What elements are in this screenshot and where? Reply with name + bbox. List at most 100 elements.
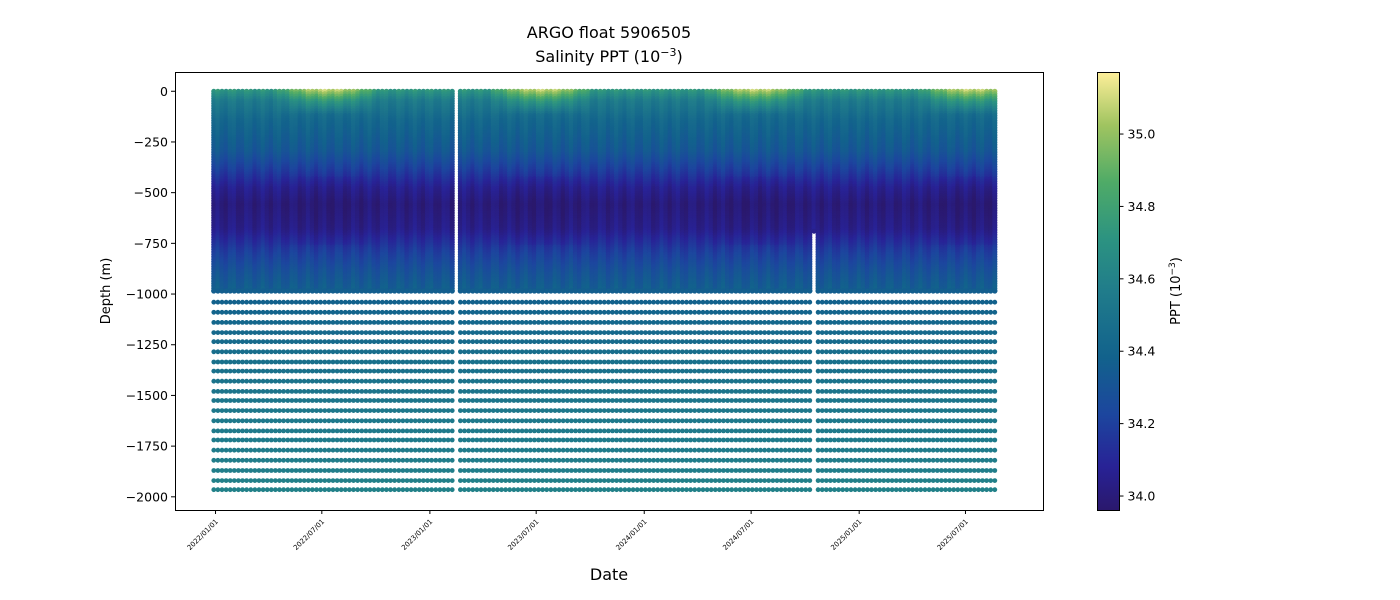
salinity-point xyxy=(367,447,373,453)
salinity-point xyxy=(314,408,319,413)
salinity-point xyxy=(219,398,225,403)
salinity-point xyxy=(318,299,323,305)
salinity-point xyxy=(219,359,225,365)
salinity-point xyxy=(305,299,311,305)
salinity-point xyxy=(252,309,258,315)
salinity-point xyxy=(363,309,369,315)
salinity-point xyxy=(347,478,352,483)
salinity-point xyxy=(334,309,340,315)
salinity-point xyxy=(330,368,336,374)
salinity-point xyxy=(305,398,311,403)
salinity-point xyxy=(322,389,328,394)
salinity-point xyxy=(264,339,270,345)
salinity-point xyxy=(392,359,397,365)
salinity-point xyxy=(388,389,393,394)
salinity-point xyxy=(273,309,278,315)
salinity-point xyxy=(330,408,336,413)
salinity-point xyxy=(305,418,311,424)
salinity-point xyxy=(215,457,221,463)
salinity-point xyxy=(211,349,217,355)
salinity-point xyxy=(384,418,389,424)
salinity-point xyxy=(219,457,225,463)
salinity-point xyxy=(211,478,217,483)
salinity-point xyxy=(285,299,291,305)
salinity-point xyxy=(301,487,307,493)
salinity-point xyxy=(367,428,373,434)
salinity-point xyxy=(264,389,270,394)
salinity-point xyxy=(248,418,254,424)
salinity-point xyxy=(252,299,258,305)
salinity-point xyxy=(305,478,311,483)
salinity-point xyxy=(248,457,254,463)
salinity-point xyxy=(285,330,291,335)
salinity-point xyxy=(244,437,250,443)
salinity-point xyxy=(314,309,319,315)
salinity-point xyxy=(396,457,402,463)
salinity-point xyxy=(301,468,307,473)
salinity-point xyxy=(281,368,286,374)
salinity-point xyxy=(330,447,336,453)
salinity-point xyxy=(330,330,336,335)
salinity-point xyxy=(260,398,266,403)
salinity-point xyxy=(215,437,221,443)
salinity-point xyxy=(388,368,393,374)
salinity-point xyxy=(240,428,245,434)
salinity-point xyxy=(330,457,336,463)
salinity-point xyxy=(375,447,381,453)
salinity-point xyxy=(400,330,406,335)
salinity-point xyxy=(277,330,282,335)
salinity-point xyxy=(359,428,365,434)
salinity-point xyxy=(384,378,389,384)
salinity-point xyxy=(318,457,323,463)
salinity-point xyxy=(293,487,299,493)
salinity-point xyxy=(384,368,389,374)
salinity-point xyxy=(281,478,286,483)
salinity-point xyxy=(351,378,356,384)
salinity-point xyxy=(289,418,295,424)
salinity-point xyxy=(326,437,332,443)
salinity-point xyxy=(260,478,266,483)
salinity-point xyxy=(396,320,402,325)
salinity-point xyxy=(264,447,270,453)
salinity-point xyxy=(384,447,389,453)
salinity-point xyxy=(281,330,286,335)
salinity-point xyxy=(326,428,332,434)
salinity-point xyxy=(351,309,356,315)
salinity-point xyxy=(289,428,295,434)
salinity-point xyxy=(400,309,406,315)
salinity-point xyxy=(227,339,233,345)
salinity-point xyxy=(367,359,373,365)
salinity-point xyxy=(252,320,258,325)
salinity-point xyxy=(297,418,303,424)
salinity-point xyxy=(322,330,328,335)
salinity-point xyxy=(375,389,381,394)
salinity-point xyxy=(392,378,397,384)
salinity-point xyxy=(301,339,307,345)
salinity-point xyxy=(318,309,323,315)
salinity-point xyxy=(347,398,352,403)
salinity-point xyxy=(338,309,344,315)
salinity-point xyxy=(236,428,241,434)
salinity-point xyxy=(310,408,315,413)
salinity-point xyxy=(392,320,397,325)
salinity-point xyxy=(244,288,250,294)
salinity-point xyxy=(375,299,381,305)
salinity-point xyxy=(318,468,323,473)
salinity-point xyxy=(211,368,217,374)
salinity-point xyxy=(388,487,393,493)
salinity-point xyxy=(277,398,282,403)
salinity-point xyxy=(264,309,270,315)
salinity-point xyxy=(363,437,369,443)
salinity-point xyxy=(264,418,270,424)
salinity-point xyxy=(293,339,299,345)
salinity-point xyxy=(347,447,352,453)
salinity-point xyxy=(363,299,369,305)
salinity-point xyxy=(301,428,307,434)
salinity-point xyxy=(342,320,348,325)
salinity-point xyxy=(396,468,402,473)
salinity-point xyxy=(371,389,377,394)
salinity-point xyxy=(273,378,278,384)
salinity-point xyxy=(301,359,307,365)
salinity-point xyxy=(338,447,344,453)
salinity-point xyxy=(371,437,377,443)
